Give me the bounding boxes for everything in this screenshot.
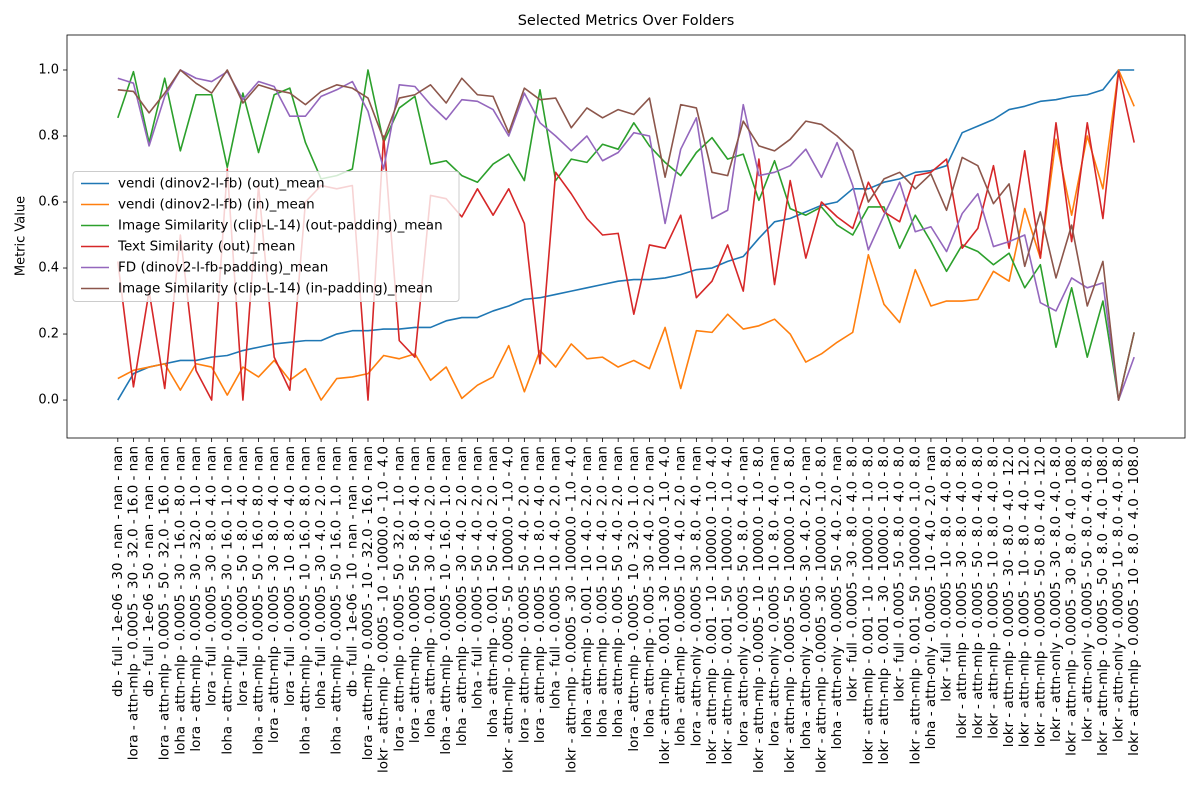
x-tick-label: lokr - attn-mlp - 0.001 - 50 - 10000.0 -…	[907, 446, 923, 764]
x-tick-label: loha - attn-mlp - 0.0005 - 30 - 16.0 - 8…	[172, 446, 188, 755]
legend-label: Image Similarity (clip-L-14) (in-padding…	[118, 281, 433, 297]
x-tick-label: lora - attn-mlp - 0.0005 - 50 - 32.0 - 1…	[157, 446, 173, 760]
x-tick-label: lora - full - 0.0005 - 30 - 8.0 - 4.0 - …	[204, 446, 220, 706]
x-tick-label: loha - full - 0.0005 - 10 - 4.0 - 2.0 - …	[548, 446, 564, 709]
x-tick-label: lokr - attn-mlp - 0.0005 - 10 - 8.0 - 4.…	[1126, 446, 1142, 756]
legend-label: Text Similarity (out)_mean	[117, 239, 295, 255]
x-tick-label: loha - attn-mlp - 0.0005 - 30 - 16.0 - 1…	[219, 446, 235, 755]
x-tick-label: loha - full - 0.0005 - 50 - 4.0 - 2.0 - …	[469, 446, 485, 709]
x-tick-label: lokr - attn-mlp - 0.001 - 10 - 10000.0 -…	[860, 446, 876, 764]
x-tick-label: lokr - attn-mlp - 0.0005 - 30 - 8.0 - 4.…	[1064, 446, 1080, 756]
x-tick-label: lora - attn-mlp - 0.0005 - 30 - 32.0 - 1…	[188, 446, 204, 752]
x-tick-label: lora - attn-mlp - 0.0005 - 30 - 32.0 - 1…	[125, 446, 141, 760]
x-tick-label: lora - attn-mlp - 0.0005 - 30 - 8.0 - 4.…	[266, 446, 282, 743]
x-tick-label: loha - attn-only - 0.0005 - 10 - 4.0 - 2…	[923, 446, 939, 749]
series-line	[117, 70, 1135, 401]
x-tick-label: loha - attn-mlp - 0.005 - 50 - 4.0 - 2.0…	[610, 446, 626, 737]
plot-frame	[66, 34, 1186, 439]
x-tick-label: lokr - attn-mlp - 0.0005 - 30 - 8.0 - 4.…	[1001, 446, 1017, 747]
y-tick-label: 1.0	[38, 62, 59, 77]
x-tick-label: loha - attn-mlp - 0.0005 - 30 - 4.0 - 2.…	[454, 446, 470, 746]
series-line	[117, 69, 1135, 401]
x-tick-label: lokr - attn-mlp - 0.001 - 30 - 10000.0 -…	[657, 446, 673, 764]
x-tick-label: lora - full - 0.0005 - 50 - 8.0 - 4.0 - …	[235, 446, 251, 706]
x-tick-label: lokr - attn-mlp - 0.001 - 50 - 10000.0 -…	[720, 446, 736, 764]
y-tick-label: 0.8	[38, 128, 59, 143]
x-tick-label: loha - attn-mlp - 0.001 - 50 - 4.0 - 2.0…	[485, 446, 501, 737]
x-tick-label: loha - attn-mlp - 0.001 - 30 - 4.0 - 2.0…	[423, 446, 439, 737]
series-line	[117, 69, 1135, 401]
y-tick-label: 0.6	[38, 195, 59, 210]
x-tick-label: lokr - attn-only - 0.0005 - 50 - 8.0 - 4…	[1079, 446, 1095, 742]
x-tick-label: lokr - attn-only - 0.0005 - 10 - 8.0 - 4…	[1111, 446, 1127, 742]
x-tick-label: lokr - attn-mlp - 0.0005 - 30 - 10000.0 …	[813, 446, 829, 773]
x-tick-label: loha - attn-mlp - 0.001 - 10 - 4.0 - 2.0…	[579, 446, 595, 737]
x-tick-label: lora - attn-mlp - 0.0005 - 10 - 32.0 - 1…	[360, 446, 376, 760]
x-tick-label: db - full - 1e-06 - 50 - nan - nan - nan	[141, 446, 157, 697]
y-axis-label: Metric Value	[14, 196, 29, 276]
x-tick-label: lokr - attn-mlp - 0.0005 - 50 - 8.0 - 4.…	[1032, 446, 1048, 747]
x-tick-label: loha - attn-mlp - 0.005 - 30 - 4.0 - 2.0…	[641, 446, 657, 737]
x-tick-label: loha - full - 0.0005 - 30 - 4.0 - 2.0 - …	[313, 446, 329, 709]
x-tick-label: lokr - full - 0.0005 - 10 - 8.0 - 4.0 - …	[939, 446, 955, 702]
x-tick-label: lokr - attn-mlp - 0.0005 - 50 - 10000.0 …	[501, 446, 517, 773]
x-tick-label: lokr - attn-mlp - 0.0005 - 10 - 8.0 - 4.…	[1017, 446, 1033, 747]
x-tick-label: lokr - full - 0.0005 - 50 - 8.0 - 4.0 - …	[892, 446, 908, 702]
x-tick-label: lora - attn-only - 0.0005 - 30 - 8.0 - 4…	[688, 446, 704, 746]
x-tick-label: db - full - 1e-06 - 30 - nan - nan - nan	[110, 446, 126, 697]
x-tick-label: lokr - attn-mlp - 0.0005 - 30 - 10000.0 …	[563, 446, 579, 773]
x-tick-label: lora - attn-mlp - 0.0005 - 50 - 32.0 - 1…	[391, 446, 407, 752]
x-tick-label: lora - attn-only - 0.0005 - 10 - 8.0 - 4…	[767, 446, 783, 746]
x-tick-label: lora - attn-mlp - 0.0005 - 10 - 8.0 - 4.…	[532, 446, 548, 743]
y-tick-label: 0.4	[38, 261, 59, 276]
x-tick-label: loha - attn-mlp - 0.0005 - 10 - 16.0 - 8…	[297, 446, 313, 755]
x-tick-label: lokr - attn-mlp - 0.0005 - 30 - 8.0 - 4.…	[954, 446, 970, 739]
legend-label: FD (dinov2-l-fb-padding)_mean	[118, 260, 328, 276]
x-tick-label: lokr - attn-mlp - 0.0005 - 50 - 8.0 - 4.…	[970, 446, 986, 739]
x-tick-label: lokr - attn-mlp - 0.0005 - 50 - 10000.0 …	[782, 446, 798, 773]
x-tick-label: lora - attn-mlp - 0.0005 - 50 - 8.0 - 4.…	[407, 446, 423, 743]
chart-title: Selected Metrics Over Folders	[518, 13, 735, 29]
x-tick-label: lokr - attn-only - 0.0005 - 30 - 8.0 - 4…	[1048, 446, 1064, 742]
x-tick-label: lora - attn-only - 0.0005 - 50 - 8.0 - 4…	[735, 446, 751, 746]
legend-label: vendi (dinov2-l-fb) (in)_mean	[118, 197, 315, 213]
x-tick-label: lokr - attn-mlp - 0.001 - 10 - 10000.0 -…	[704, 446, 720, 764]
x-tick-label: lokr - attn-mlp - 0.0005 - 10 - 10000.0 …	[376, 446, 392, 773]
x-tick-label: lora - attn-mlp - 0.0005 - 10 - 32.0 - 1…	[626, 446, 642, 752]
x-tick-label: lokr - attn-mlp - 0.0005 - 10 - 10000.0 …	[751, 446, 767, 773]
x-tick-label: loha - attn-mlp - 0.0005 - 10 - 16.0 - 1…	[438, 446, 454, 755]
x-tick-label: loha - attn-only - 0.0005 - 50 - 4.0 - 2…	[829, 446, 845, 749]
y-tick-label: 0.2	[38, 327, 59, 342]
x-tick-label: loha - attn-mlp - 0.0005 - 10 - 4.0 - 2.…	[673, 446, 689, 746]
x-tick-label: lora - attn-mlp - 0.0005 - 50 - 4.0 - 2.…	[516, 446, 532, 743]
x-tick-label: loha - attn-mlp - 0.005 - 10 - 4.0 - 2.0…	[595, 446, 611, 737]
legend-label: vendi (dinov2-l-fb) (out)_mean	[118, 176, 325, 192]
legend-box	[72, 171, 460, 302]
x-tick-label: db - full - 1e-06 - 10 - nan - nan - nan	[344, 446, 360, 697]
x-tick-label: loha - attn-mlp - 0.0005 - 50 - 16.0 - 1…	[329, 446, 345, 755]
x-tick-label: loha - attn-mlp - 0.0005 - 50 - 16.0 - 8…	[251, 446, 267, 755]
x-tick-label: lokr - attn-mlp - 0.001 - 30 - 10000.0 -…	[876, 446, 892, 764]
x-tick-label: lora - full - 0.0005 - 10 - 8.0 - 4.0 - …	[282, 446, 298, 706]
x-tick-label: lokr - attn-mlp - 0.0005 - 10 - 8.0 - 4.…	[985, 446, 1001, 739]
series-line	[117, 69, 1135, 401]
x-tick-label: loha - attn-only - 0.0005 - 30 - 4.0 - 2…	[798, 446, 814, 749]
x-tick-label: lokr - attn-mlp - 0.0005 - 50 - 8.0 - 4.…	[1095, 446, 1111, 756]
x-tick-label: lokr - full - 0.0005 - 30 - 8.0 - 4.0 - …	[845, 446, 861, 702]
legend-label: Image Similarity (clip-L-14) (out-paddin…	[118, 218, 443, 234]
series-line	[117, 69, 1135, 401]
y-tick-label: 0.0	[38, 393, 59, 408]
